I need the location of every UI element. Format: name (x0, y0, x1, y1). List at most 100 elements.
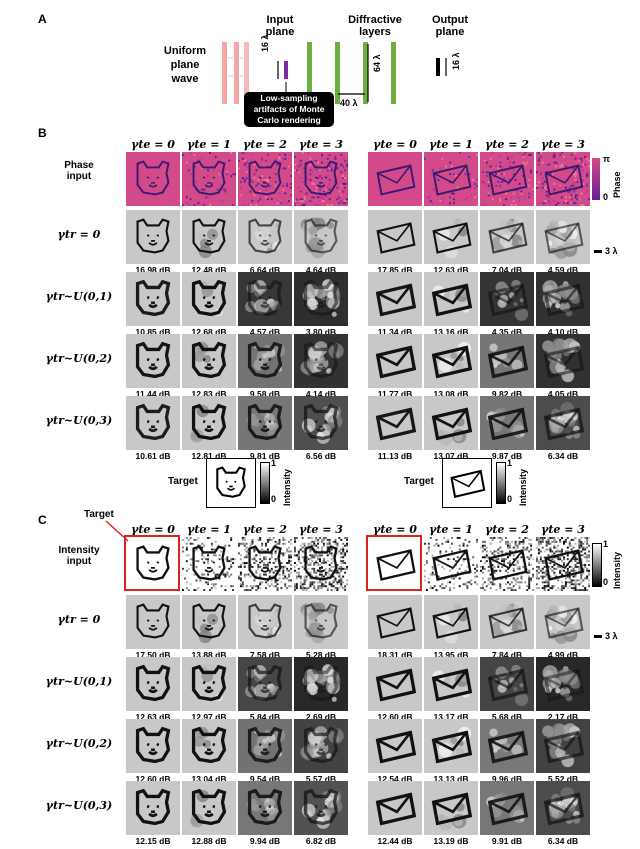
output-tile-bear-3-1 (182, 396, 236, 450)
output-tile-env-2-1 (424, 719, 478, 773)
output-tile-bear-2-1 (182, 334, 236, 388)
input-tile-bear-1 (182, 152, 236, 206)
scale-bar-b (594, 250, 602, 253)
scale-label-c: 3 λ (605, 631, 618, 641)
output-tile-env-3-3 (536, 781, 590, 835)
psnr-env-2-3: 5.52 dB (547, 774, 579, 784)
header-bear-2: γte = 2 (243, 523, 287, 536)
psnr-bear-3-2: 9.81 dB (249, 451, 281, 461)
phase-cbar-title: Phase (612, 171, 622, 198)
layer-3 (363, 42, 368, 104)
psnr-bear-0-2: 7.58 dB (249, 650, 281, 660)
input-tile-bear-0 (126, 537, 180, 591)
layer-1 (307, 42, 312, 104)
output-tile-bear-0-3 (294, 595, 348, 649)
layer-2 (335, 42, 340, 104)
output-tile-env-1-2 (480, 272, 534, 326)
row-label-2: γtr~U(0,2) (45, 737, 113, 750)
psnr-bear-2-1: 12.83 dB (191, 389, 227, 399)
psnr-bear-1-3: 2.69 dB (305, 712, 337, 722)
psnr-bear-3-2: 9.94 dB (249, 836, 281, 846)
target-bear-cbar-one: 1 (271, 458, 277, 468)
output-tile-bear-1-2 (238, 272, 292, 326)
psnr-env-3-0: 11.13 dB (377, 451, 413, 461)
psnr-bear-3-1: 12.88 dB (191, 836, 227, 846)
header-bear-2: γte = 2 (243, 138, 287, 151)
input-tile-env-2 (480, 537, 534, 591)
target-env-cbar-zero: 0 (507, 494, 513, 504)
output-tile-bear-3-0 (126, 781, 180, 835)
output-tile-bear-3-3 (294, 781, 348, 835)
target-env-box (442, 458, 492, 508)
header-env-0: γte = 0 (373, 138, 417, 151)
output-tile-bear-2-3 (294, 334, 348, 388)
output-tile-bear-2-1 (182, 719, 236, 773)
psnr-bear-2-2: 9.54 dB (249, 774, 281, 784)
input-tile-bear-0 (126, 152, 180, 206)
target-bear-colorbar (260, 462, 270, 504)
input-tile-bear-2 (238, 152, 292, 206)
diffractive-layers-label: Diffractive layers (348, 14, 402, 38)
target-env-cbar-title: Intensity (518, 468, 528, 506)
header-env-1: γte = 1 (429, 138, 473, 151)
header-env-3: γte = 3 (541, 523, 585, 536)
output-tile-bear-3-2 (238, 781, 292, 835)
uniform-wave-label: Uniform plane wave (163, 45, 207, 85)
psnr-bear-1-3: 3.80 dB (305, 327, 337, 337)
psnr-env-3-2: 9.87 dB (491, 451, 523, 461)
output-tile-bear-2-3 (294, 719, 348, 773)
output-tile-env-1-3 (536, 657, 590, 711)
output-tile-bear-3-2 (238, 396, 292, 450)
panel-a-label: A (38, 12, 47, 26)
output-tile-bear-0-1 (182, 595, 236, 649)
output-tile-bear-0-2 (238, 595, 292, 649)
psnr-bear-3-3: 6.82 dB (305, 836, 337, 846)
dim-16a: 16 λ (260, 34, 270, 52)
output-tile-env-1-2 (480, 657, 534, 711)
output-tile-env-2-1 (424, 334, 478, 388)
target-env-colorbar (496, 462, 506, 504)
output-tile-env-2-0 (368, 334, 422, 388)
output-tile-env-0-3 (536, 210, 590, 264)
input-tile-env-3 (536, 537, 590, 591)
psnr-bear-2-3: 5.57 dB (305, 774, 337, 784)
output-tile-bear-1-2 (238, 657, 292, 711)
output-tile-bear-0-1 (182, 210, 236, 264)
panel-c-label: C (38, 513, 47, 527)
output-plane-label: Output plane (431, 14, 469, 38)
psnr-env-2-1: 13.13 dB (433, 774, 469, 784)
output-tile-env-2-2 (480, 719, 534, 773)
psnr-bear-2-3: 4.14 dB (305, 389, 337, 399)
header-env-1: γte = 1 (429, 523, 473, 536)
psnr-bear-2-0: 11.44 dB (135, 389, 171, 399)
psnr-bear-3-3: 6.56 dB (305, 451, 337, 461)
psnr-bear-2-1: 13.04 dB (191, 774, 227, 784)
input-tile-env-1 (424, 537, 478, 591)
row-label-1: γtr~U(0,1) (45, 675, 113, 688)
psnr-bear-3-0: 12.15 dB (135, 836, 171, 846)
psnr-env-0-1: 13.95 dB (433, 650, 469, 660)
cbar-one-c: 1 (603, 539, 609, 549)
output-tile-env-0-0 (368, 210, 422, 264)
psnr-bear-1-1: 12.97 dB (191, 712, 227, 722)
row-label-3: γtr~U(0,3) (45, 799, 113, 812)
output-tile-env-1-0 (368, 272, 422, 326)
psnr-env-3-1: 13.19 dB (433, 836, 469, 846)
psnr-env-0-2: 7.84 dB (491, 650, 523, 660)
output-tile-env-1-0 (368, 657, 422, 711)
output-tile-bear-0-3 (294, 210, 348, 264)
psnr-env-2-2: 9.82 dB (491, 389, 523, 399)
psnr-env-3-1: 13.07 dB (433, 451, 469, 461)
header-bear-0: γte = 0 (131, 523, 175, 536)
output-tile-env-0-1 (424, 595, 478, 649)
header-bear-3: γte = 3 (299, 523, 343, 536)
header-env-2: γte = 2 (485, 523, 529, 536)
psnr-bear-2-2: 9.58 dB (249, 389, 281, 399)
output-tile-bear-0-0 (126, 210, 180, 264)
psnr-bear-0-3: 4.64 dB (305, 265, 337, 275)
scale-bar-c (594, 635, 602, 638)
input-tile-env-2 (480, 152, 534, 206)
psnr-env-3-3: 6.34 dB (547, 451, 579, 461)
header-bear-1: γte = 1 (187, 523, 231, 536)
psnr-bear-2-0: 12.60 dB (135, 774, 171, 784)
